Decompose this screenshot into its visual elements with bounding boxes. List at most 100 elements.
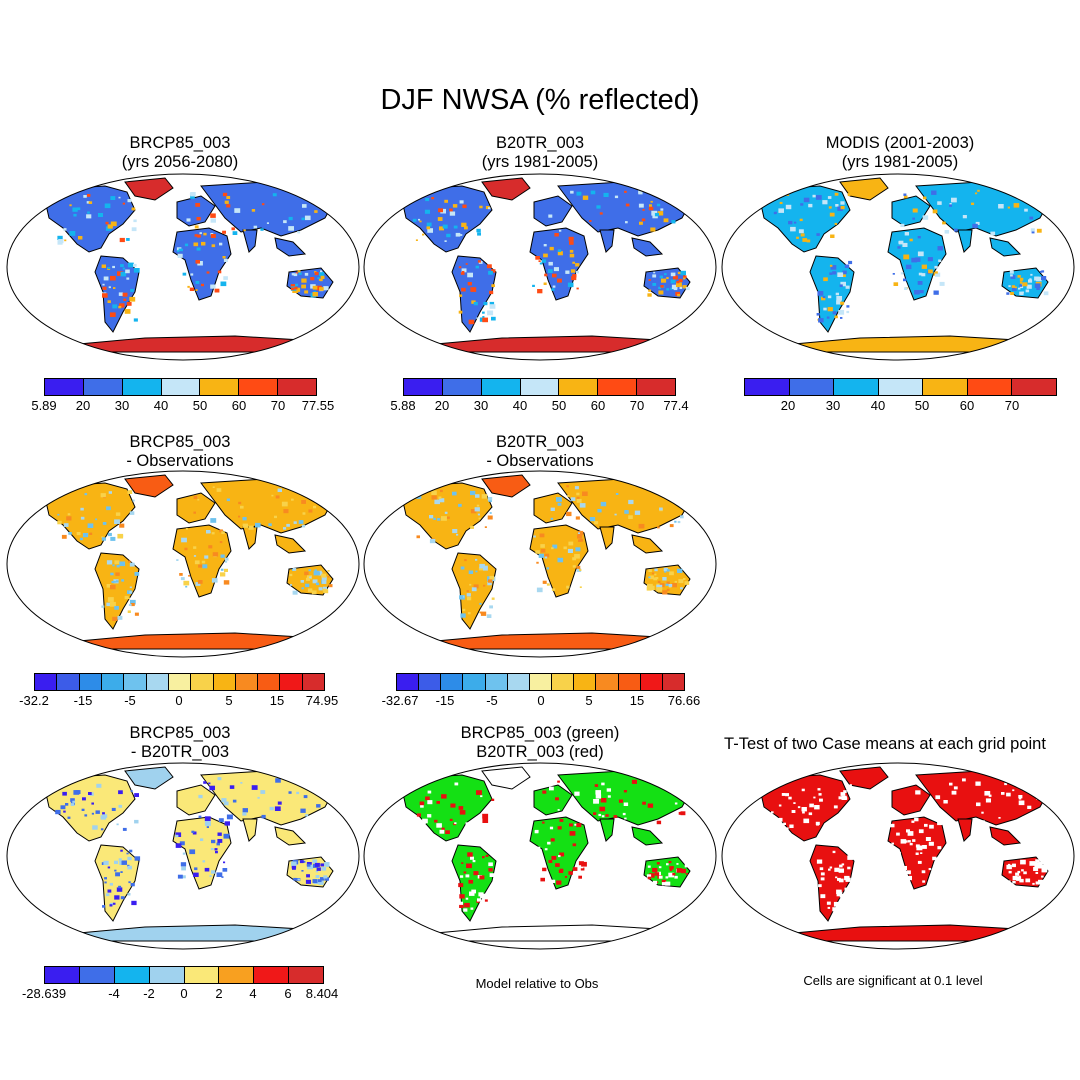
panel-title-line2: - Observations [126, 452, 234, 470]
grid-cell [65, 803, 69, 806]
grid-cell [666, 581, 670, 585]
grid-cell [297, 878, 300, 881]
grid-cell [683, 578, 686, 580]
grid-cell [112, 304, 118, 309]
grid-cell [990, 231, 996, 236]
grid-cell [1025, 878, 1031, 883]
grid-cell [793, 802, 796, 804]
grid-cell [238, 501, 242, 505]
grid-cell [677, 271, 681, 275]
grid-cell [306, 863, 311, 867]
grid-cell [458, 806, 464, 810]
grid-cell [125, 269, 130, 274]
panel-title-modis: MODIS (2001-2003) (yrs 1981-2005) [720, 134, 1080, 172]
grid-cell [468, 319, 475, 325]
grid-cell [834, 222, 838, 225]
land-greenland [839, 177, 889, 201]
grid-cell [412, 218, 417, 222]
grid-cell [953, 786, 958, 790]
grid-cell [823, 307, 827, 311]
grid-cell [304, 290, 309, 294]
grid-cell [679, 286, 683, 289]
colorbar-swatch [57, 674, 80, 690]
grid-cell [470, 490, 476, 496]
grid-cell [321, 866, 327, 871]
grid-cell [304, 215, 311, 221]
grid-cell [312, 859, 318, 864]
grid-cell [580, 867, 585, 871]
grid-cell [91, 812, 94, 815]
grid-cell [917, 236, 921, 239]
grid-cell [838, 309, 845, 315]
grid-cell [175, 843, 182, 848]
map-brcp85-minus-b20tr [5, 761, 365, 951]
colorbar-label: 40 [512, 398, 528, 413]
grid-cell [796, 236, 799, 239]
grid-cell [88, 201, 93, 204]
grid-cell [470, 907, 474, 910]
grid-cell [658, 286, 661, 289]
grid-cell [912, 217, 915, 220]
grid-cell [459, 200, 464, 204]
grid-cell [129, 562, 135, 567]
grid-cell [652, 274, 657, 278]
grid-cell [559, 868, 564, 872]
grid-cell [484, 899, 488, 902]
grid-cell [64, 239, 67, 242]
grid-cell [480, 611, 483, 614]
grid-cell [935, 795, 941, 800]
grid-cell [907, 782, 910, 785]
grid-cell [848, 907, 852, 911]
grid-cell [538, 553, 544, 558]
grid-cell [835, 292, 839, 296]
grid-cell [107, 300, 111, 303]
grid-cell [837, 206, 843, 211]
colorbar-swatch [463, 674, 486, 690]
grid-cell [540, 548, 546, 553]
grid-cell [189, 287, 195, 291]
grid-cell [275, 778, 281, 783]
grid-cell [190, 192, 196, 197]
grid-cell [224, 568, 228, 572]
grid-cell [322, 580, 327, 584]
grid-cell [650, 200, 653, 203]
grid-cell [102, 283, 105, 286]
grid-cell [109, 882, 113, 886]
colorbar-label: 0 [175, 693, 183, 708]
land-seasia [274, 826, 307, 846]
grid-cell [107, 532, 112, 537]
grid-cell [475, 570, 478, 573]
grid-cell [248, 525, 254, 530]
grid-cell [232, 231, 238, 235]
grid-cell [542, 867, 547, 872]
grid-cell [578, 539, 582, 542]
grid-cell [261, 814, 266, 819]
grid-cell [84, 493, 88, 496]
grid-cell [653, 577, 657, 581]
grid-cell [1041, 270, 1045, 273]
grid-cell [199, 232, 202, 235]
grid-cell [981, 820, 985, 823]
grid-cell [929, 824, 934, 829]
grid-cell [579, 538, 584, 542]
grid-cell [107, 224, 113, 229]
grid-cell [318, 879, 322, 883]
grid-cell [304, 190, 307, 193]
grid-cell [839, 284, 843, 287]
grid-cell [1035, 780, 1038, 783]
grid-cell [194, 225, 199, 229]
grid-cell [251, 785, 258, 790]
grid-cell [127, 893, 131, 896]
grid-cell [557, 249, 562, 252]
grid-cell [911, 257, 918, 263]
land-seasia [989, 826, 1022, 846]
grid-cell [624, 817, 627, 820]
grid-cell [459, 904, 464, 908]
colorbar-swatch [878, 379, 924, 395]
grid-cell [110, 584, 116, 590]
land-greenland [839, 766, 889, 790]
grid-cell [476, 317, 479, 319]
grid-cell [1043, 291, 1049, 296]
grid-cell [238, 515, 241, 518]
grid-cell [316, 572, 320, 575]
